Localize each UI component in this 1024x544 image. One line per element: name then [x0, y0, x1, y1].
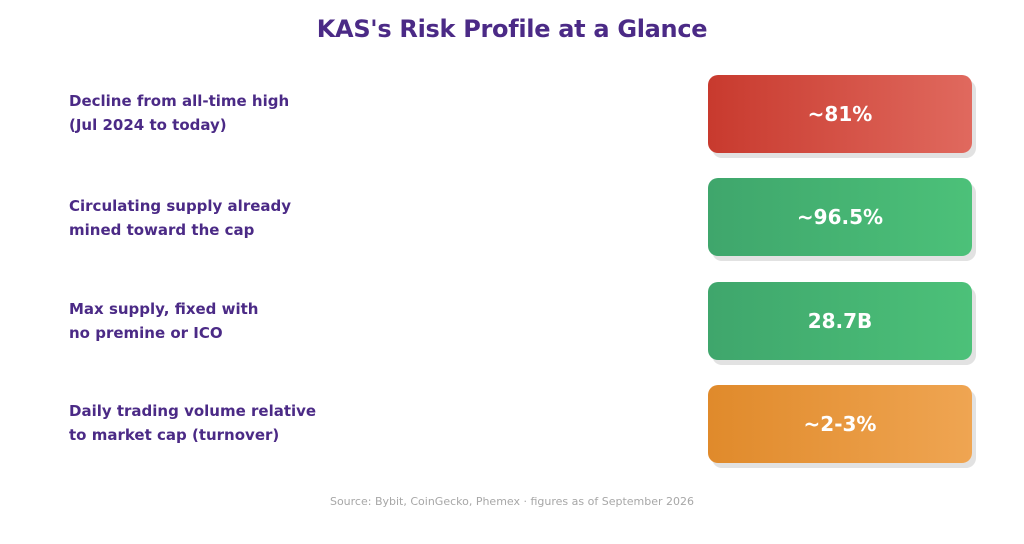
source-note: Source: Bybit, CoinGecko, Phemex · figur… — [329, 495, 695, 508]
page-title: KAS's Risk Profile at a Glance — [316, 15, 708, 43]
row-label-line: to market cap (turnover) — [69, 426, 280, 444]
row-label-line: Circulating supply already — [69, 197, 292, 215]
row-label-line: mined toward the cap — [69, 221, 255, 239]
row-label-line: Daily trading volume relative — [69, 402, 317, 420]
row-label-line: no premine or ICO — [69, 324, 223, 342]
metric-box-circulating-supply: ~96.5% — [708, 178, 972, 256]
metric-value: ~2-3% — [803, 412, 877, 436]
metric-value: ~96.5% — [796, 205, 884, 229]
metric-box-max-supply: 28.7B — [708, 282, 972, 360]
metric-value: ~81% — [807, 102, 873, 126]
row-label-line: (Jul 2024 to today) — [69, 116, 227, 134]
row-label-trading-volume: Daily trading volume relative to market … — [69, 399, 369, 447]
row-label-line: Decline from all-time high — [69, 92, 290, 110]
metric-box-trading-volume: ~2-3% — [708, 385, 972, 463]
row-label-line: Max supply, fixed with — [69, 300, 259, 318]
row-label-circulating-supply: Circulating supply already mined toward … — [69, 194, 369, 242]
row-label-max-supply: Max supply, fixed with no premine or ICO — [69, 297, 369, 345]
metric-box-decline: ~81% — [708, 75, 972, 153]
metric-value: 28.7B — [807, 309, 873, 333]
row-label-decline: Decline from all-time high (Jul 2024 to … — [69, 89, 369, 137]
